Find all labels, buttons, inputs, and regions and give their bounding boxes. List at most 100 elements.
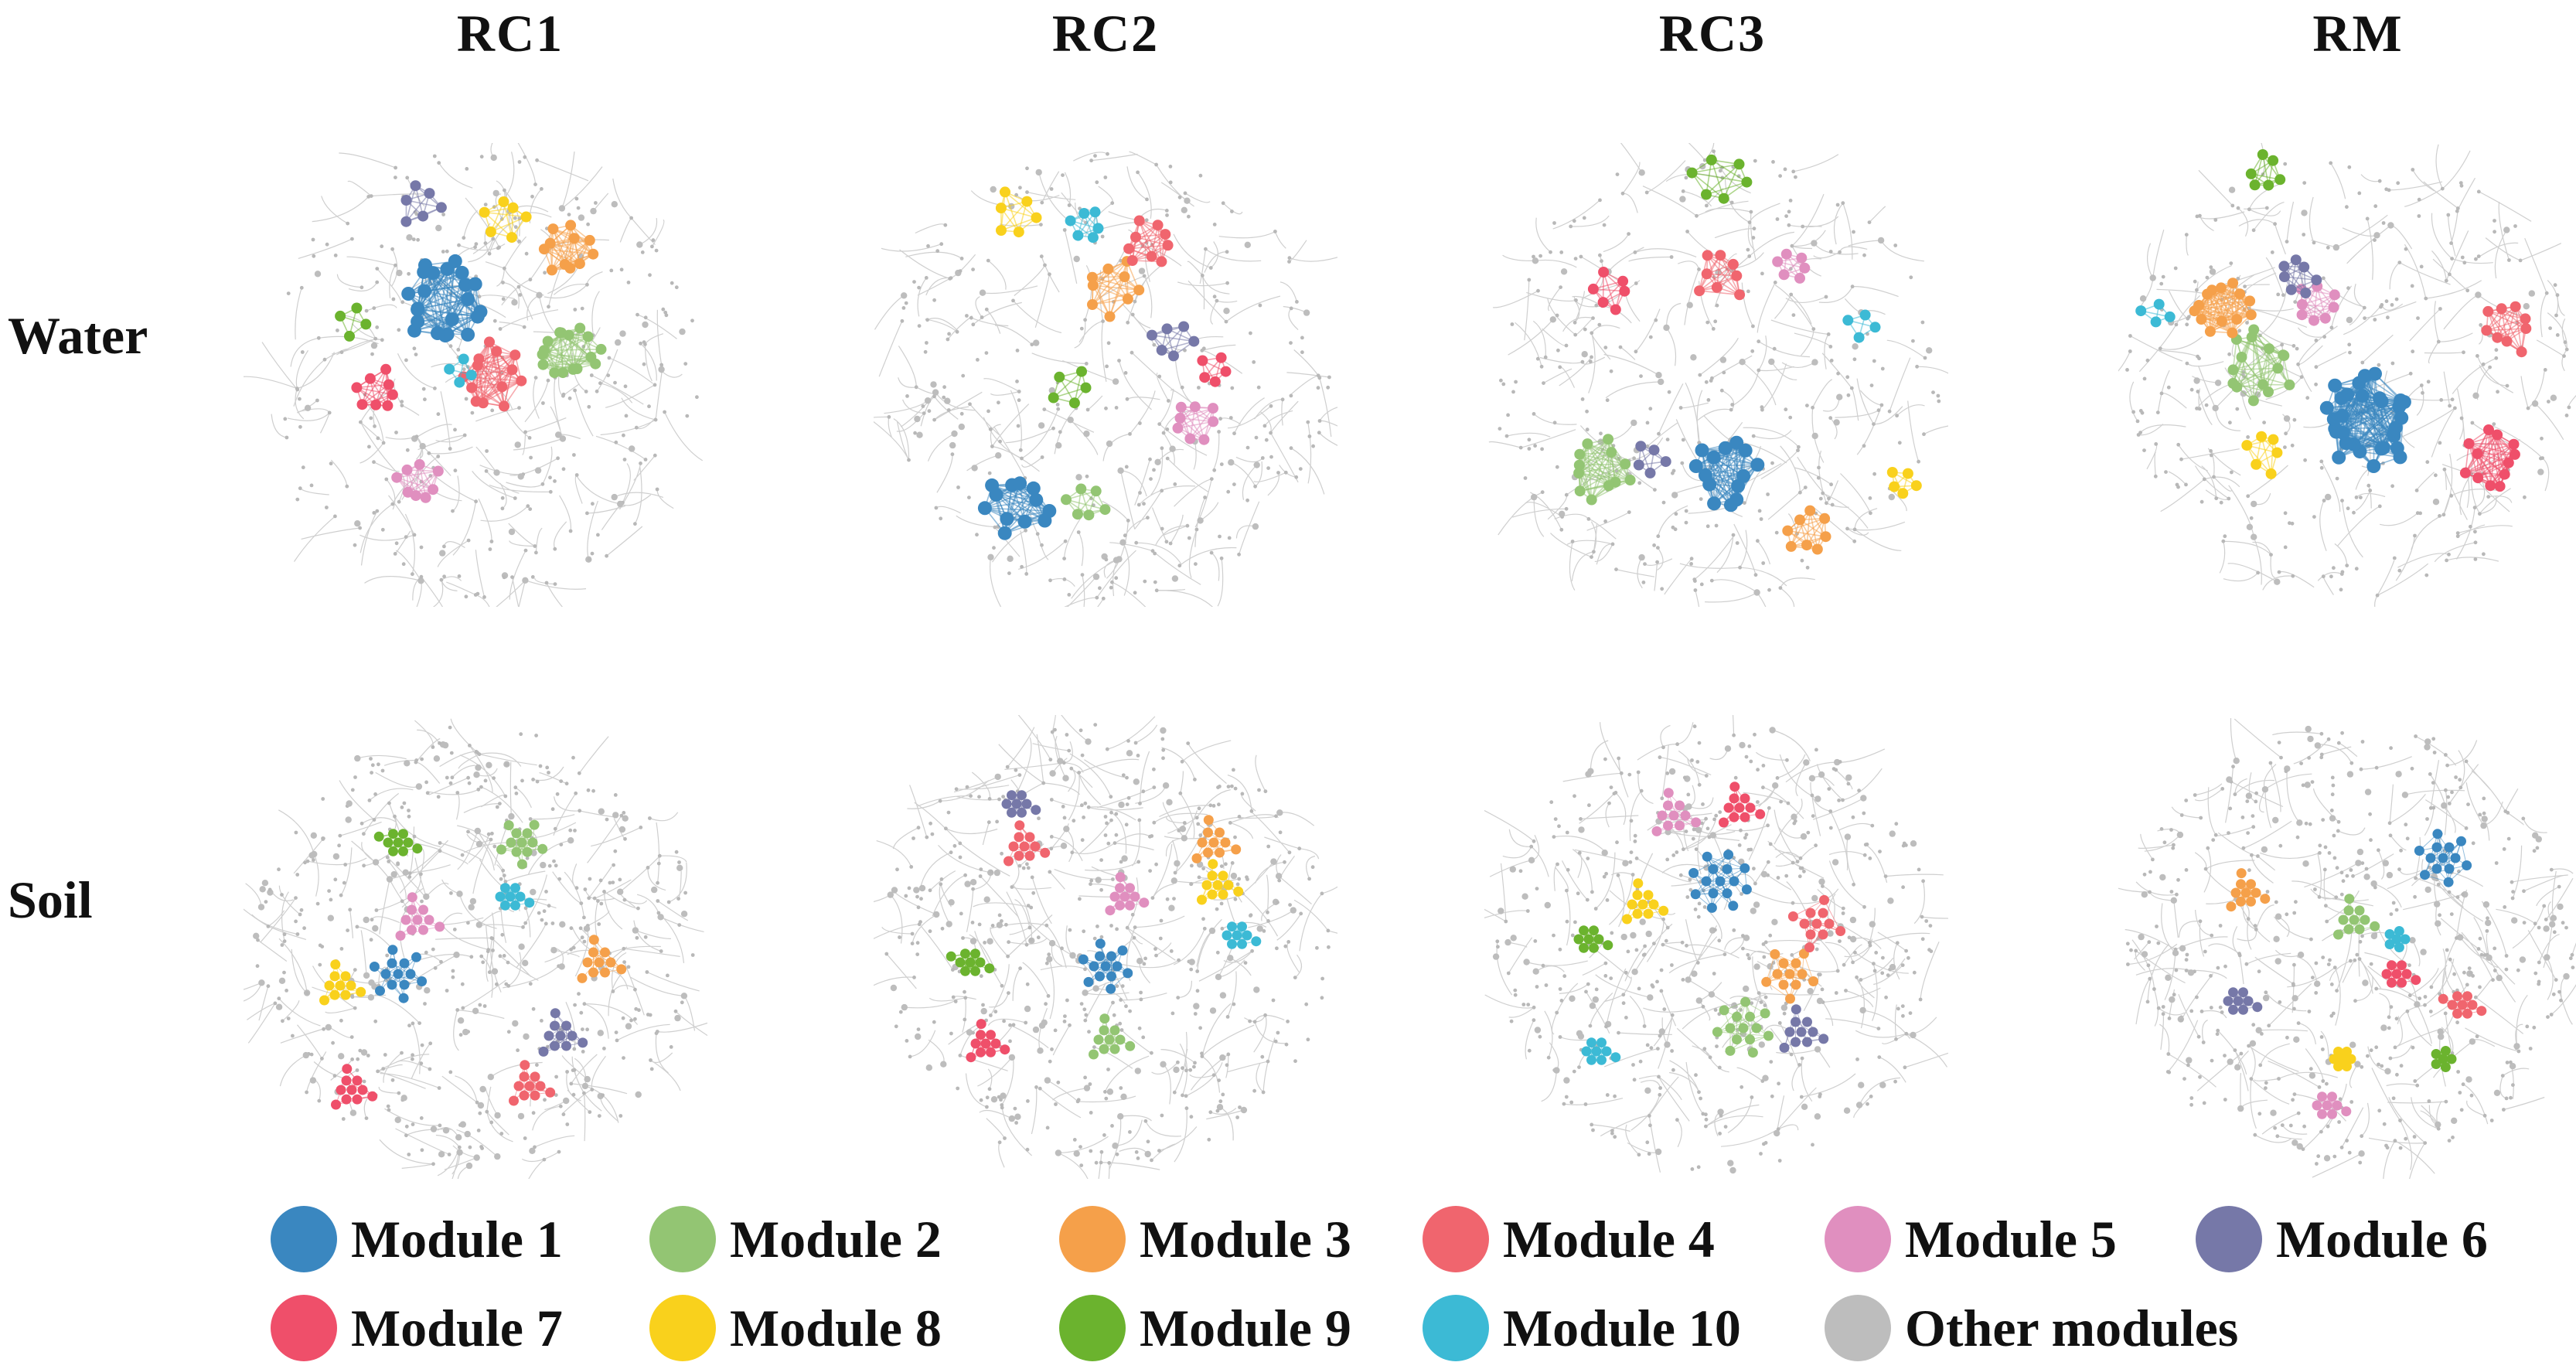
module-node [516, 859, 527, 870]
other-module-node [633, 522, 637, 526]
background-edge [1856, 378, 1875, 424]
module-edge [2302, 306, 2334, 315]
module-node [582, 331, 594, 342]
background-edge [375, 771, 420, 788]
other-module-node [1245, 498, 1249, 502]
other-module-node [1597, 322, 1602, 327]
other-module-node [1583, 327, 1587, 332]
background-edge [1812, 506, 1855, 542]
other-module-node [2384, 299, 2389, 304]
background-edge [1177, 281, 1228, 287]
other-module-node [503, 266, 506, 271]
module-edge [1128, 233, 1166, 250]
other-module-node [1154, 458, 1161, 465]
other-module-node [653, 453, 657, 458]
module-node [2328, 378, 2343, 393]
module-node [2234, 288, 2246, 300]
column-title-rm: RM [2312, 4, 2404, 63]
other-module-node [516, 284, 521, 289]
other-module-node [1260, 456, 1265, 460]
other-module-node [1123, 371, 1128, 375]
background-edge [380, 1073, 440, 1089]
other-module-node [2390, 361, 2395, 366]
other-module-node [2195, 214, 2199, 219]
other-module-node [1024, 528, 1027, 533]
module-node [588, 947, 598, 958]
module-node [411, 952, 421, 962]
other-module-node [350, 237, 354, 241]
module-node [1068, 397, 1080, 409]
other-module-node [1702, 158, 1707, 162]
background-edge [2237, 207, 2249, 237]
other-module-node [2149, 274, 2156, 281]
other-module-node [1811, 432, 1818, 440]
module-node [546, 264, 557, 276]
other-module-node [1757, 368, 1761, 373]
other-module-node [1693, 588, 1698, 592]
other-module-node [2540, 436, 2544, 441]
other-module-node [1539, 364, 1544, 369]
other-module-node [559, 435, 567, 442]
module-edge [1579, 453, 1626, 465]
other-module-node [517, 1112, 525, 1120]
other-module-node [1130, 350, 1134, 355]
other-module-node [380, 338, 384, 342]
other-module-node [525, 856, 530, 860]
module-node [1017, 514, 1032, 529]
module-node [498, 196, 509, 207]
module-edge [1177, 421, 1214, 429]
other-module-node [518, 943, 525, 950]
other-module-node [1040, 200, 1044, 205]
other-module-node [2447, 552, 2451, 557]
other-module-node [2564, 414, 2569, 417]
module-node [2227, 327, 2238, 339]
background-edge [600, 383, 633, 404]
background-edge [2438, 332, 2473, 342]
other-module-node [971, 267, 975, 271]
module-edge [1699, 264, 1734, 291]
other-module-node [2270, 250, 2274, 254]
other-module-node [474, 499, 478, 504]
background-edge [554, 284, 588, 295]
other-module-node [1653, 488, 1657, 492]
other-module-node [385, 855, 390, 860]
other-module-node [621, 1016, 625, 1020]
background-edge [1270, 432, 1299, 483]
background-edge [475, 594, 490, 607]
background-edge [441, 576, 462, 581]
other-module-node [325, 506, 329, 509]
background-edge [407, 177, 425, 207]
other-module-node [417, 1021, 421, 1025]
other-module-node [1326, 385, 1331, 390]
other-module-node [1801, 224, 1805, 229]
background-edge [2397, 553, 2449, 568]
other-module-node [2424, 296, 2428, 301]
background-edge [1685, 382, 1700, 444]
module-node [1603, 480, 1614, 492]
other-module-node [2441, 513, 2446, 517]
other-module-node [578, 214, 585, 221]
other-module-node [914, 415, 921, 423]
other-module-node [1095, 595, 1099, 600]
module-edge [1706, 273, 1740, 295]
module-edge [397, 470, 438, 478]
module-edge [2233, 367, 2278, 371]
other-module-node [437, 161, 441, 165]
background-edge [2194, 465, 2230, 499]
column-title-rc2: RC2 [1051, 4, 1160, 63]
background-edge [1757, 592, 1767, 607]
module-node [2520, 313, 2531, 325]
other-module-node [1705, 320, 1710, 325]
background-edge [2295, 271, 2303, 302]
background-edge [1569, 541, 1576, 591]
module-node [356, 399, 368, 410]
other-module-node [1203, 495, 1207, 499]
module-edge [407, 293, 469, 335]
other-module-node [1181, 206, 1187, 213]
other-module-node [464, 397, 469, 401]
other-module-node [1893, 243, 1898, 247]
module-node [1072, 230, 1084, 241]
other-module-node [433, 965, 438, 970]
other-module-node [2176, 485, 2180, 489]
module-node [1886, 467, 1898, 478]
